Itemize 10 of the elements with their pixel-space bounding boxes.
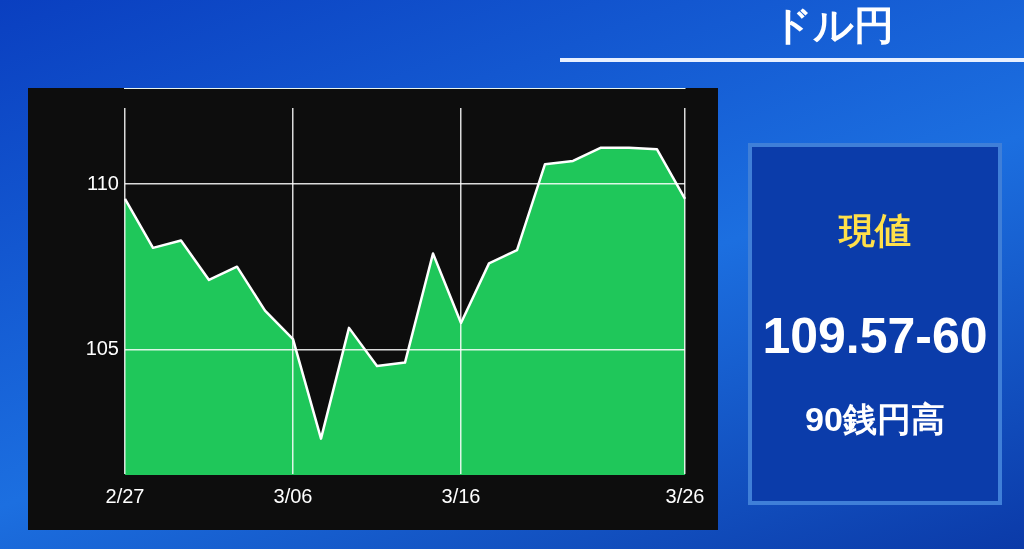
x-tick-label: 3/06	[273, 484, 313, 507]
text: ドル円	[772, 2, 894, 49]
text: 現値	[837, 209, 912, 253]
text: 109.57-60	[761, 307, 989, 365]
x-tick-label: 2/27	[105, 484, 145, 507]
y-tick-label: 110	[87, 171, 119, 194]
x-tick-label: 3/26	[665, 484, 705, 507]
y-tick-label: 105	[85, 336, 119, 359]
text: 90銭円高	[804, 399, 946, 440]
x-tick-label: 3/16	[441, 484, 481, 507]
